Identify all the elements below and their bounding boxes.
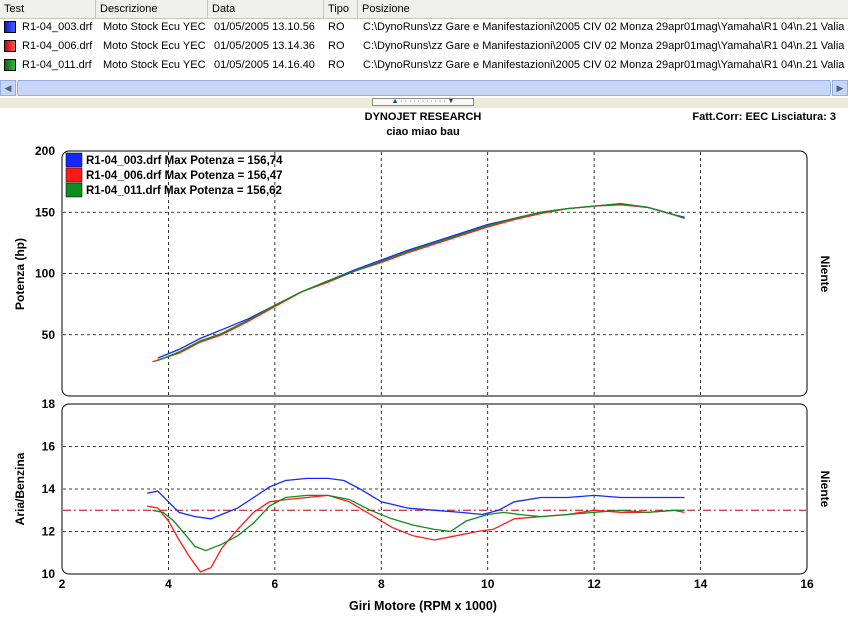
afr-y-ticks: 10 12 14 16 18 [42,397,56,581]
x-tick-label: 2 [59,577,66,591]
chart-info: Fatt.Corr: EEC Lisciatura: 3 [692,111,836,123]
run-description: Moto Stock Ecu YEC [103,40,206,52]
chart-title: DYNOJET RESEARCH [365,111,482,123]
afr-grid [63,405,806,573]
afr-series [146,477,685,573]
run-test: R1-04_006.drf [22,40,93,52]
scroll-left-icon[interactable]: ◀ [0,80,16,96]
x-tick-label: 4 [165,577,172,591]
legend-item: R1-04_003.drf Max Potenza = 156,74 [86,155,283,167]
x-tick-label: 8 [378,577,385,591]
run-row[interactable]: R1-04_006.drf Moto Stock Ecu YEC 01/05/2… [0,38,848,54]
x-axis-label: Giri Motore (RPM x 1000) [349,599,497,613]
power-y-axis-label: Potenza (hp) [13,238,27,310]
run-description: Moto Stock Ecu YEC [103,21,206,33]
chart-area: DYNOJET RESEARCH ciao miao bau Fatt.Corr… [0,108,848,621]
splitter-grip[interactable]: ▲ · · · · · · · · · · · ▼ [372,98,474,106]
run-type: RO [328,40,345,52]
run-date: 01/05/2005 13.10.56 [214,21,315,33]
run-path: C:\DynoRuns\zz Gare e Manifestazioni\200… [363,21,848,33]
power-grid [63,152,806,395]
afr-y-axis-label: Aria/Benzina [13,452,27,525]
power-series-line [157,203,685,362]
afr-series-line [146,477,685,520]
power-right-label: Niente [818,256,832,293]
legend-item: R1-04_011.drf Max Potenza = 156,62 [86,185,282,197]
rpm-x-ticks: 2 4 6 8 10 12 14 16 [59,577,814,591]
legend-item: R1-04_006.drf Max Potenza = 156,47 [86,170,283,182]
run-path: C:\DynoRuns\zz Gare e Manifestazioni\200… [363,59,848,71]
y-tick-label: 12 [42,525,56,539]
column-header-data[interactable]: Data [208,0,324,18]
y-tick-label: 10 [42,567,56,581]
color-swatch[interactable] [4,21,16,33]
color-swatch[interactable] [4,59,16,71]
x-tick-label: 12 [587,577,601,591]
power-series [152,203,685,363]
x-tick-label: 10 [481,577,495,591]
column-header-test[interactable]: Test [0,0,96,18]
y-tick-label: 150 [35,205,55,219]
x-tick-label: 14 [694,577,708,591]
y-tick-label: 100 [35,267,55,281]
dyno-chart: DYNOJET RESEARCH ciao miao bau Fatt.Corr… [13,111,836,613]
column-header-posizione[interactable]: Posizione [362,3,410,15]
x-tick-label: 6 [272,577,279,591]
legend-swatch [65,167,83,183]
column-header-descrizione[interactable]: Descrizione [96,0,208,18]
list-header: Test Descrizione Data Tipo Posizione [0,0,848,19]
y-tick-label: 18 [42,397,56,411]
legend-swatch [65,182,83,198]
legend-swatch [65,152,83,168]
run-row[interactable]: R1-04_011.drf Moto Stock Ecu YEC 01/05/2… [0,57,848,73]
x-tick-label: 16 [800,577,814,591]
y-tick-label: 14 [42,482,56,496]
afr-right-label: Niente [818,471,832,508]
run-test: R1-04_011.drf [22,59,92,71]
chart-subtitle: ciao miao bau [386,126,459,138]
y-tick-label: 200 [35,144,55,158]
run-type: RO [328,59,345,71]
power-plot-frame [61,150,808,397]
run-date: 01/05/2005 13.14.36 [214,40,315,52]
afr-series-line [152,494,685,552]
horizontal-scrollbar[interactable]: ◀ ▶ [0,80,848,96]
run-date: 01/05/2005 14.16.40 [214,59,315,71]
afr-plot-frame [61,403,808,575]
scrollbar-thumb[interactable] [17,80,831,96]
panel-splitter[interactable]: ▲ · · · · · · · · · · · ▼ [0,98,848,108]
run-test: R1-04_003.drf [22,21,93,33]
run-path: C:\DynoRuns\zz Gare e Manifestazioni\200… [363,40,848,52]
runs-list[interactable]: Test Descrizione Data Tipo Posizione R1-… [0,0,848,99]
y-tick-label: 16 [42,440,56,454]
scroll-right-icon[interactable]: ▶ [832,80,848,96]
column-header-tipo[interactable]: Tipo [324,0,358,18]
y-tick-label: 50 [42,328,56,342]
run-type: RO [328,21,345,33]
power-legend: R1-04_003.drf Max Potenza = 156,74 R1-04… [65,152,283,198]
run-row[interactable]: R1-04_003.drf Moto Stock Ecu YEC 01/05/2… [0,19,848,35]
power-y-ticks: 50 100 150 200 [35,144,55,342]
color-swatch[interactable] [4,40,16,52]
run-description: Moto Stock Ecu YEC [103,59,206,71]
